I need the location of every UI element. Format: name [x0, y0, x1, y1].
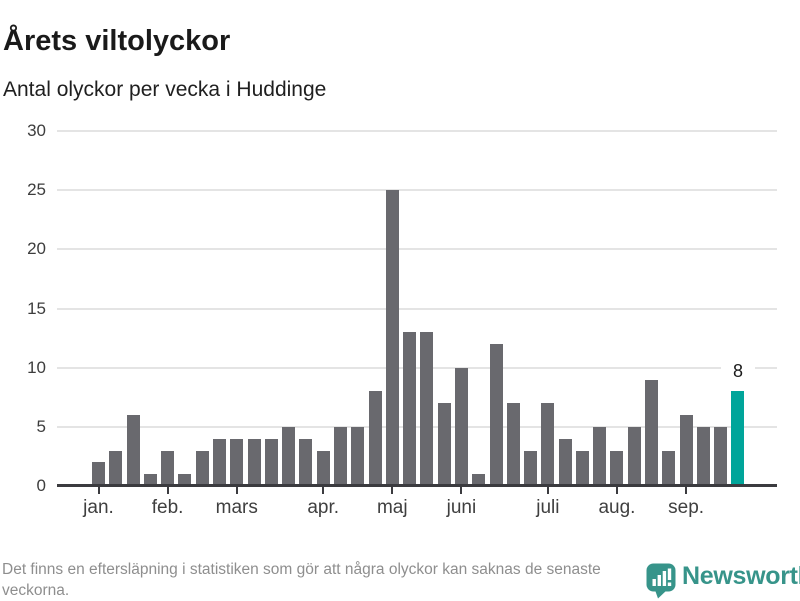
- bar-week-28: [558, 439, 572, 486]
- bar-week-31: [610, 451, 624, 486]
- bar-week-5: [161, 451, 175, 486]
- bar-week-30: [593, 427, 607, 486]
- gridline-20: [57, 248, 777, 251]
- y-axis-label-15: 15: [27, 298, 46, 318]
- x-axis-label-aug: aug.: [598, 497, 636, 518]
- bar-week-12: [282, 427, 296, 486]
- page-subtitle: Antal olyckor per vecka i Huddinge: [3, 78, 327, 101]
- bar-week-17: [368, 391, 382, 486]
- y-axis-label-10: 10: [27, 357, 46, 377]
- bar-week-2: [109, 451, 123, 486]
- bar-week-18: [385, 190, 399, 486]
- newsworthy-bubble-chart-icon: [646, 563, 676, 599]
- bar-week-1: [92, 462, 105, 486]
- bar-week-21: [437, 403, 451, 486]
- x-tick-apr: [322, 487, 325, 494]
- x-axis-label-apr: apr.: [307, 497, 340, 518]
- bar-week-15: [333, 427, 347, 486]
- y-axis-label-0: 0: [36, 476, 46, 495]
- x-axis-label-juli: juli: [536, 497, 560, 518]
- highlight-value-label: 8: [720, 361, 755, 382]
- x-tick-feb: [166, 487, 169, 494]
- x-tick-juli: [546, 487, 549, 494]
- y-axis-label-5: 5: [36, 416, 46, 436]
- bar-week-37: [714, 427, 728, 486]
- bar-week-32: [627, 427, 641, 486]
- bar-week-25: [506, 403, 520, 486]
- y-axis-label-20: 20: [27, 239, 46, 259]
- gridline-15: [57, 307, 777, 310]
- y-axis-label-25: 25: [27, 180, 46, 200]
- x-axis-label-jan: jan.: [83, 497, 114, 518]
- gridline-30: [57, 130, 777, 133]
- x-tick-jan: [97, 487, 100, 494]
- bar-week-38-highlight: [731, 391, 745, 486]
- bar-week-6: [178, 474, 192, 486]
- bar-week-13: [299, 439, 313, 486]
- bar-week-27: [541, 403, 555, 486]
- x-tick-maj: [391, 487, 394, 494]
- bar-week-24: [489, 344, 503, 486]
- x-tick-aug: [615, 487, 618, 494]
- x-axis-label-maj: maj: [376, 497, 408, 518]
- bar-week-16: [351, 427, 365, 486]
- newsworthy-wordmark: Newsworthy: [682, 562, 800, 590]
- bar-week-19: [403, 332, 417, 486]
- bar-week-9: [230, 439, 244, 486]
- x-axis-line: [57, 484, 777, 487]
- bar-week-22: [454, 368, 468, 486]
- footer-note: Det finns en eftersläpning i statistiken…: [2, 561, 601, 599]
- x-axis-label-mars: mars: [215, 497, 258, 518]
- gridline-10: [57, 366, 777, 369]
- newsworthy-logo: Newsworthy: [646, 562, 800, 600]
- page-title: Årets viltolyckor: [3, 25, 231, 58]
- bar-week-29: [575, 451, 589, 486]
- bar-week-8: [212, 439, 226, 486]
- bar-week-7: [195, 451, 209, 486]
- bar-week-20: [420, 332, 434, 486]
- gridline-5: [57, 425, 777, 428]
- x-axis-label-feb: feb.: [151, 497, 184, 518]
- bar-week-26: [524, 451, 538, 486]
- y-axis-label-30: 30: [27, 121, 46, 141]
- bar-week-23: [472, 474, 486, 486]
- bar-week-34: [662, 451, 676, 486]
- x-tick-sep: [685, 487, 688, 494]
- x-axis-label-sep: sep.: [668, 497, 705, 518]
- bar-week-10: [247, 439, 261, 486]
- bar-week-4: [143, 474, 157, 486]
- gridline-25: [57, 189, 777, 192]
- bar-week-33: [645, 380, 659, 486]
- bar-week-36: [696, 427, 710, 486]
- x-axis-label-juni: juni: [446, 497, 477, 518]
- bar-week-35: [679, 415, 693, 486]
- bar-week-3: [126, 415, 140, 486]
- x-tick-mars: [235, 487, 238, 494]
- bar-week-14: [316, 451, 330, 486]
- bar-week-11: [264, 439, 278, 486]
- x-tick-juni: [460, 487, 463, 494]
